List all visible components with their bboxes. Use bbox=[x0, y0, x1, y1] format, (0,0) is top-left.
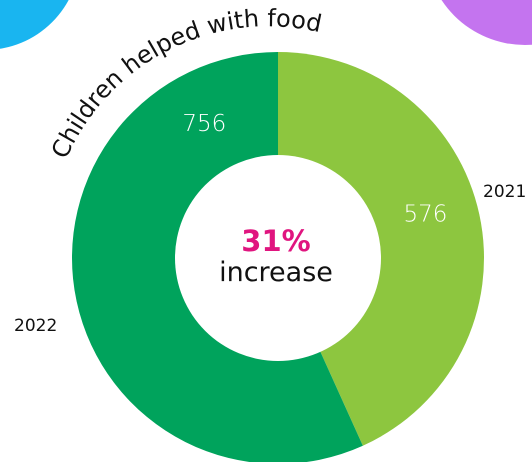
value-label-2022: 756 bbox=[182, 111, 226, 137]
value-label-2021: 576 bbox=[403, 201, 447, 227]
year-label-2022: 2022 bbox=[14, 316, 57, 336]
center-percent: 31% bbox=[241, 224, 310, 258]
center-word: increase bbox=[219, 257, 333, 288]
year-label-2021: 2021 bbox=[483, 182, 526, 202]
donut-hole bbox=[175, 155, 381, 361]
slice-2021 bbox=[278, 52, 485, 446]
decorative-circle-left bbox=[0, 0, 69, 49]
decorative-circle-right bbox=[441, 0, 532, 45]
